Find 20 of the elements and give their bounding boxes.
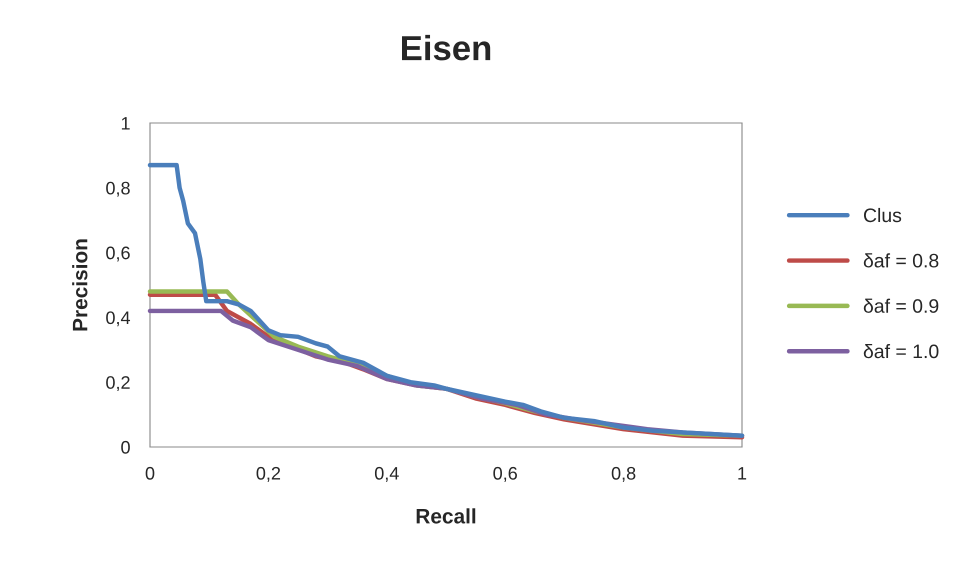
x-tick-label: 0,4 — [374, 466, 399, 482]
x-tick-label: 0,6 — [493, 466, 517, 482]
y-tick-label: 0,6 — [106, 246, 130, 262]
y-tick-label: 0 — [121, 440, 130, 454]
y-tick-label: 0,4 — [106, 311, 130, 326]
x-tick-label: 0,2 — [256, 466, 280, 482]
legend-label: δaf = 1.0 — [864, 344, 938, 358]
legend-label: δaf = 0.9 — [864, 298, 938, 313]
x-tick-label: 1 — [738, 467, 746, 480]
y-tick-label: 0,8 — [106, 182, 130, 197]
y-tick-label: 1 — [122, 117, 130, 130]
line-series — [148, 162, 744, 438]
x-tick-label: 0,8 — [612, 466, 636, 482]
x-tick-label: 0 — [146, 466, 154, 480]
legend-label: δaf = 0.8 — [864, 253, 938, 268]
chart-title: Eisen — [402, 34, 490, 60]
x-axis-title: Recall — [416, 508, 476, 524]
legend-label: Clus — [864, 208, 902, 222]
y-tick-label: 0,2 — [106, 376, 130, 392]
y-axis-title: Precision — [72, 239, 88, 330]
